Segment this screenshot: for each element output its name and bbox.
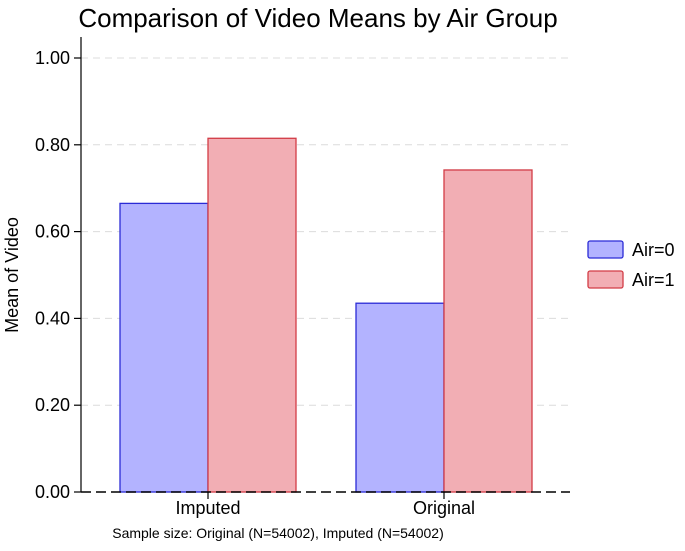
y-tick-label: 0.20 [35, 395, 70, 415]
bar-original-air0 [355, 302, 445, 493]
y-tick-label: 0.40 [35, 308, 70, 328]
gridlines [81, 57, 570, 406]
y-axis-label: Mean of Video [2, 217, 22, 333]
legend-swatch [587, 270, 624, 289]
x-tick-label: Original [413, 498, 475, 518]
y-tick-label: 0.80 [35, 135, 70, 155]
x-tick-label: Imputed [175, 498, 240, 518]
axes [80, 37, 570, 493]
y-tick-label: 0.60 [35, 222, 70, 242]
sample-size-footnote: Sample size: Original (N=54002), Imputed… [112, 525, 444, 541]
bar-imputed-air0 [119, 202, 209, 493]
y-tick-label: 1.00 [35, 48, 70, 68]
legend-swatch [587, 240, 624, 259]
bars [119, 137, 533, 493]
x-ticks: Imputed Original [175, 492, 475, 518]
bar-imputed-air1 [207, 137, 297, 493]
legend: Air=0 Air=1 [587, 240, 675, 290]
y-ticks: 0.00 0.20 0.40 0.60 0.80 1.00 [35, 48, 81, 502]
bar-original-air1 [443, 169, 533, 493]
legend-label: Air=0 [632, 240, 675, 260]
chart-title: Comparison of Video Means by Air Group [78, 3, 557, 33]
y-tick-label: 0.00 [35, 482, 70, 502]
legend-label: Air=1 [632, 270, 675, 290]
